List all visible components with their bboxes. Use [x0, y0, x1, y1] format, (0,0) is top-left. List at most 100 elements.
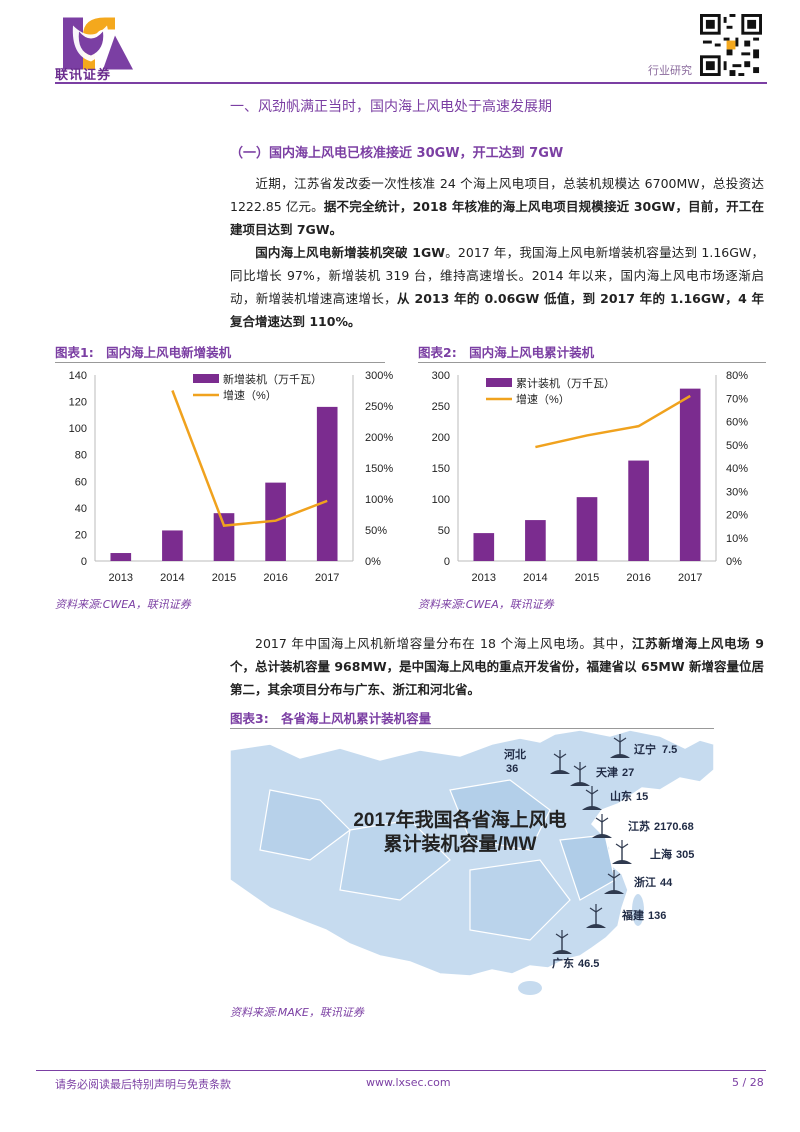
wind-turbine-icon [582, 786, 602, 810]
paragraph-2-text: 。2017 年，我国海上风电新增装机容量达到 1.16GW，同比增长 97%，新… [230, 245, 764, 306]
paragraph-3-bold: 江苏新增海上风电场 9 个，总计装机容量 968MW，是中国海上风电的重点开发省… [230, 636, 764, 697]
province-value-fujian: 136 [648, 910, 666, 922]
paragraph-3-text: 2017 年中国海上风机新增容量分布在 18 个海上风电场。其中， [255, 636, 633, 651]
turbine-base [552, 950, 572, 954]
paragraph-2-bold: 从 2013 年的 0.06GW 低值，到 2017 年的 1.16GW，4 年… [230, 291, 764, 329]
footer-divider [36, 1070, 766, 1071]
y-tick-right: 150% [365, 463, 393, 475]
turbine-blades [595, 814, 609, 823]
y-tick-right: 0% [726, 556, 742, 568]
figure-3-top-rule [230, 728, 714, 729]
footer-website[interactable]: www.lxsec.com [366, 1076, 451, 1089]
province-value-jiangsu: 2170.68 [654, 821, 694, 833]
y-tick-left: 100 [432, 494, 450, 506]
wind-turbine-icon [552, 930, 572, 954]
wind-turbine-icon [610, 734, 630, 758]
legend-bar-label: 累计装机（万千瓦） [516, 376, 615, 390]
y-tick-right: 50% [365, 525, 387, 537]
chart-cumulative-capacity: 0 50 100 150 200 250 300 0% 10% 20% 30% 40% 50% 60% 70… [432, 370, 749, 584]
paragraph-2: 国内海上风电新增装机突破 1GW。2017 年，我国海上风电新增装机容量达到 1… [230, 241, 764, 333]
figure-1-source: 资料来源:CWEA，联讯证券 [55, 598, 191, 611]
province-value-shandong: 15 [636, 791, 648, 803]
figure-2-title: 国内海上风电累计装机 [469, 345, 595, 360]
paragraph-1-text: 近期，江苏省发改委一次性核准 24 个海上风电项目，总装机规模达 6700MW，… [230, 176, 764, 214]
turbine-blades [607, 870, 621, 879]
province-name-liaoning: 辽宁 [634, 742, 656, 756]
hainan-island [518, 981, 542, 995]
y-tick-right: 300% [365, 370, 393, 382]
section-title: 一、风劲帆满正当时，国内海上风电处于高速发展期 [230, 99, 552, 115]
province-value-shanghai: 305 [676, 849, 694, 861]
turbine-blades [589, 904, 603, 913]
legend-line-label: 增速（%） [516, 392, 570, 406]
province-value-guangdong: 46.5 [578, 958, 599, 970]
figure-3-caption: 图表3: 各省海上风机累计装机容量 [230, 708, 431, 727]
turbine-blades [555, 930, 569, 939]
x-tick-label: 2016 [626, 572, 650, 584]
map-title-line-2: 累计装机容量/MW [383, 832, 536, 855]
paragraph-1: 近期，江苏省发改委一次性核准 24 个海上风电项目，总装机规模达 6700MW，… [230, 172, 764, 241]
province-map: 2017年我国各省海上风电 累计装机容量/MW 河北 36 辽宁 7.5 天津 … [230, 730, 714, 998]
province-name-guangdong: 广东 [552, 956, 574, 970]
legend-bar-swatch [193, 374, 219, 383]
bar-2015 [576, 497, 598, 561]
figure-3-title: 各省海上风机累计装机容量 [281, 711, 432, 726]
figure-2-source: 资料来源:CWEA，联讯证券 [418, 598, 554, 611]
y-tick-left: 40 [75, 503, 87, 515]
province-name-shanghai: 上海 [650, 847, 672, 861]
figure-2-top-rule [418, 362, 766, 363]
y-tick-left: 60 [75, 476, 87, 488]
y-tick-left: 300 [432, 370, 450, 382]
province-name-zhejiang: 浙江 [634, 875, 656, 889]
document-type: 行业研究 [648, 64, 692, 77]
turbine-base [610, 754, 630, 758]
paragraph-2-lead: 国内海上风电新增装机突破 1GW [255, 245, 445, 260]
y-tick-right: 100% [365, 494, 393, 506]
wind-turbine-icon [592, 814, 612, 838]
x-tick-label: 2015 [575, 572, 599, 584]
legend-line-label: 增速（%） [223, 388, 277, 402]
bar-2013 [110, 553, 132, 561]
y-tick-left: 250 [432, 401, 450, 413]
footer-disclaimer[interactable]: 请务必阅读最后特别声明与免责条款 [55, 1078, 231, 1091]
bar-2015 [213, 513, 235, 561]
province-value-hebei: 36 [506, 763, 518, 775]
figure-2-caption: 图表2: 国内海上风电累计装机 [418, 342, 594, 361]
turbine-base [592, 834, 612, 838]
paragraph-3: 2017 年中国海上风机新增容量分布在 18 个海上风电场。其中，江苏新增海上风… [230, 632, 764, 701]
turbine-blades [613, 734, 627, 743]
bar-2014 [525, 520, 546, 561]
figure-3-label: 图表3: [230, 711, 269, 726]
figure-1-caption: 图表1: 国内海上风电新增装机 [55, 342, 231, 361]
wind-turbine-icon [550, 750, 570, 774]
turbine-blades [585, 786, 599, 795]
y-tick-left: 120 [69, 397, 87, 409]
figure-1-label: 图表1: [55, 345, 94, 360]
province-name-tianjin: 天津 [596, 765, 618, 779]
y-tick-left: 200 [432, 432, 450, 444]
x-tick-label: 2017 [678, 572, 702, 584]
y-tick-left: 0 [444, 556, 450, 568]
bar-2017 [679, 388, 701, 561]
wind-turbine-icon [604, 870, 624, 894]
map-title-line-1: 2017年我国各省海上风电 [353, 808, 566, 831]
province-value-tianjin: 27 [622, 767, 634, 779]
province-name-jiangsu: 江苏 [628, 819, 650, 833]
turbine-base [582, 806, 602, 810]
province-value-liaoning: 7.5 [662, 744, 677, 756]
y-tick-right: 30% [726, 486, 748, 498]
bar-2013 [473, 533, 495, 561]
taiwan-island [632, 894, 644, 926]
y-tick-left: 20 [75, 529, 87, 541]
y-tick-right: 70% [726, 393, 748, 405]
y-tick-left: 150 [432, 463, 450, 475]
y-tick-left: 50 [438, 525, 450, 537]
y-tick-right: 10% [726, 533, 748, 545]
y-tick-right: 200% [365, 432, 393, 444]
x-tick-label: 2014 [160, 572, 184, 584]
y-tick-right: 20% [726, 510, 748, 522]
x-tick-label: 2017 [315, 572, 339, 584]
legend-bar-label: 新增装机（万千瓦） [223, 372, 322, 386]
y-tick-left: 140 [69, 370, 87, 382]
wind-turbine-icon [570, 762, 590, 786]
